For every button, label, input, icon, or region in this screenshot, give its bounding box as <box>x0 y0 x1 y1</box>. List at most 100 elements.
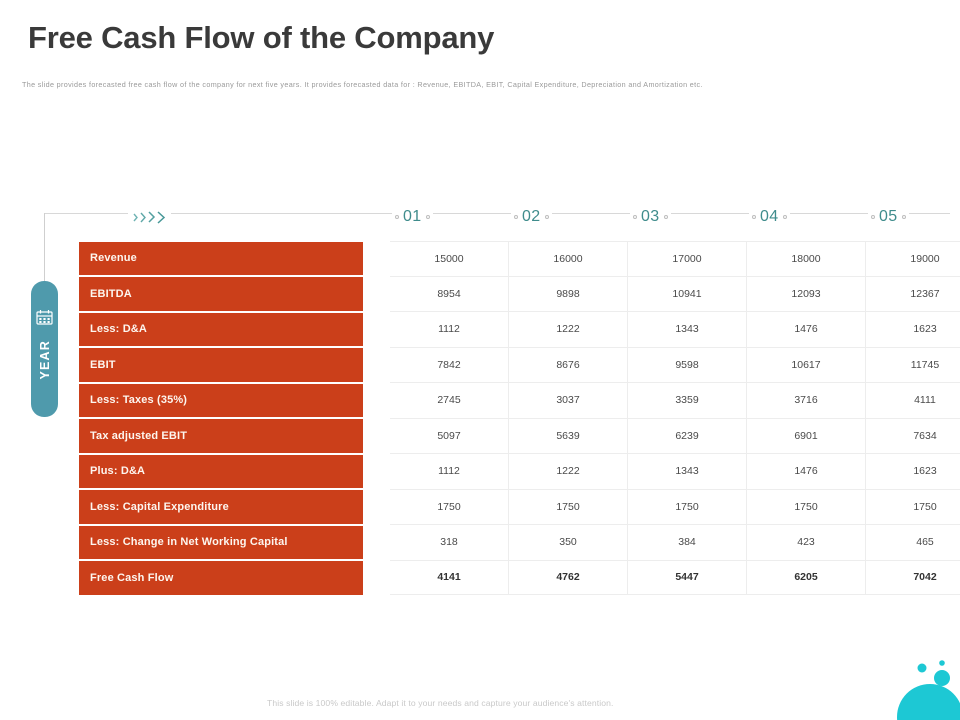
table-row: EBIT 7842 8676 9598 10617 11745 <box>79 347 960 384</box>
table-row: EBITDA 8954 9898 10941 12093 12367 <box>79 276 960 313</box>
year-marker-03[interactable]: 03 <box>630 206 671 228</box>
row-label: Plus: D&A <box>79 453 390 490</box>
row-label: Tax adjusted EBIT <box>79 418 390 455</box>
table-cell: 4111 <box>865 382 960 419</box>
table-row: Revenue 15000 16000 17000 18000 19000 <box>79 241 960 277</box>
year-side-badge: YEAR <box>31 281 58 417</box>
timeline-rule <box>44 213 950 214</box>
year-label: 02 <box>522 208 541 225</box>
table-cell: 1476 <box>746 311 866 348</box>
year-marker-dot-right <box>544 215 549 219</box>
table-cell: 423 <box>746 524 866 561</box>
year-marker-05[interactable]: 05 <box>868 206 909 228</box>
slide-description: The slide provides forecasted free cash … <box>22 80 703 89</box>
table-cell: 1750 <box>746 489 866 525</box>
year-marker-dot-right <box>782 215 787 219</box>
table-cell: 7042 <box>865 560 960 595</box>
table-cell: 8954 <box>376 276 509 312</box>
table-cell: 19000 <box>865 241 960 277</box>
year-marker-dot-left <box>752 215 756 219</box>
year-label: 05 <box>879 208 898 225</box>
table-row: Less: Capital Expenditure 1750 1750 1750… <box>79 489 960 526</box>
table-row: Less: Taxes (35%) 2745 3037 3359 3716 41… <box>79 382 960 419</box>
table-body: Revenue 15000 16000 17000 18000 19000 EB… <box>79 241 960 595</box>
table-cell: 16000 <box>508 241 628 277</box>
row-label: EBIT <box>79 347 390 384</box>
year-marker-dot-left <box>514 215 518 219</box>
table-cell: 1343 <box>627 453 747 490</box>
calendar-icon <box>36 309 53 330</box>
table-cell: 4762 <box>508 560 628 595</box>
double-chevron-right-icon <box>128 206 171 228</box>
year-marker-dot-left <box>871 215 875 219</box>
row-label: Free Cash Flow <box>79 560 390 595</box>
year-marker-dot-left <box>633 215 637 219</box>
row-label: Less: Capital Expenditure <box>79 489 390 526</box>
footer-note: This slide is 100% editable. Adapt it to… <box>267 698 614 708</box>
row-label: Less: Change in Net Working Capital <box>79 524 390 561</box>
table-cell: 10617 <box>746 347 866 383</box>
table-cell: 1112 <box>376 311 509 348</box>
table-cell: 5639 <box>508 418 628 454</box>
corner-bubbles-decoration <box>897 660 960 720</box>
table-cell: 1750 <box>865 489 960 525</box>
table-cell: 7842 <box>376 347 509 383</box>
page-title: Free Cash Flow of the Company <box>28 20 495 55</box>
year-marker-dot-right <box>663 215 668 219</box>
table-cell: 1343 <box>627 311 747 348</box>
table-cell: 6239 <box>627 418 747 454</box>
table-row: Less: Change in Net Working Capital 318 … <box>79 524 960 561</box>
year-marker-dot-right <box>901 215 906 219</box>
table-cell: 3037 <box>508 382 628 419</box>
year-marker-dot-right <box>425 215 430 219</box>
table-cell: 11745 <box>865 347 960 383</box>
table-cell: 350 <box>508 524 628 561</box>
table-cell: 1222 <box>508 453 628 490</box>
year-marker-04[interactable]: 04 <box>749 206 790 228</box>
year-side-badge-label: YEAR <box>37 340 52 380</box>
year-marker-02[interactable]: 02 <box>511 206 552 228</box>
table-cell: 1750 <box>376 489 509 525</box>
year-label: 01 <box>403 208 422 225</box>
table-cell: 1112 <box>376 453 509 490</box>
table-cell: 8676 <box>508 347 628 383</box>
table-row: Less: D&A 1112 1222 1343 1476 1623 <box>79 311 960 348</box>
table-cell: 7634 <box>865 418 960 454</box>
table-cell: 1750 <box>627 489 747 525</box>
table-cell: 3359 <box>627 382 747 419</box>
table-row-total: Free Cash Flow 4141 4762 5447 6205 7042 <box>79 560 960 595</box>
row-label: Revenue <box>79 241 390 277</box>
table-cell: 1476 <box>746 453 866 490</box>
year-label: 04 <box>760 208 779 225</box>
table-cell: 9898 <box>508 276 628 312</box>
table-cell: 1623 <box>865 453 960 490</box>
table-cell: 18000 <box>746 241 866 277</box>
row-label: Less: D&A <box>79 311 390 348</box>
table-cell: 4141 <box>376 560 509 595</box>
table-cell: 12367 <box>865 276 960 312</box>
table-cell: 6205 <box>746 560 866 595</box>
year-label: 03 <box>641 208 660 225</box>
year-marker-dot-left <box>395 215 399 219</box>
table-cell: 1222 <box>508 311 628 348</box>
free-cash-flow-table: Revenue 15000 16000 17000 18000 19000 EB… <box>79 241 960 595</box>
year-marker-01[interactable]: 01 <box>392 206 433 228</box>
table-cell: 15000 <box>376 241 509 277</box>
table-cell: 9598 <box>627 347 747 383</box>
table-cell: 465 <box>865 524 960 561</box>
row-label: EBITDA <box>79 276 390 313</box>
table-cell: 384 <box>627 524 747 561</box>
table-cell: 3716 <box>746 382 866 419</box>
year-timeline: 01 02 03 04 05 <box>0 206 960 289</box>
table-row: Tax adjusted EBIT 5097 5639 6239 6901 76… <box>79 418 960 455</box>
table-cell: 1623 <box>865 311 960 348</box>
table-cell: 17000 <box>627 241 747 277</box>
table-cell: 5097 <box>376 418 509 454</box>
table-cell: 1750 <box>508 489 628 525</box>
table-cell: 12093 <box>746 276 866 312</box>
table-row: Plus: D&A 1112 1222 1343 1476 1623 <box>79 453 960 490</box>
table-cell: 10941 <box>627 276 747 312</box>
table-cell: 5447 <box>627 560 747 595</box>
table-cell: 6901 <box>746 418 866 454</box>
row-label: Less: Taxes (35%) <box>79 382 390 419</box>
